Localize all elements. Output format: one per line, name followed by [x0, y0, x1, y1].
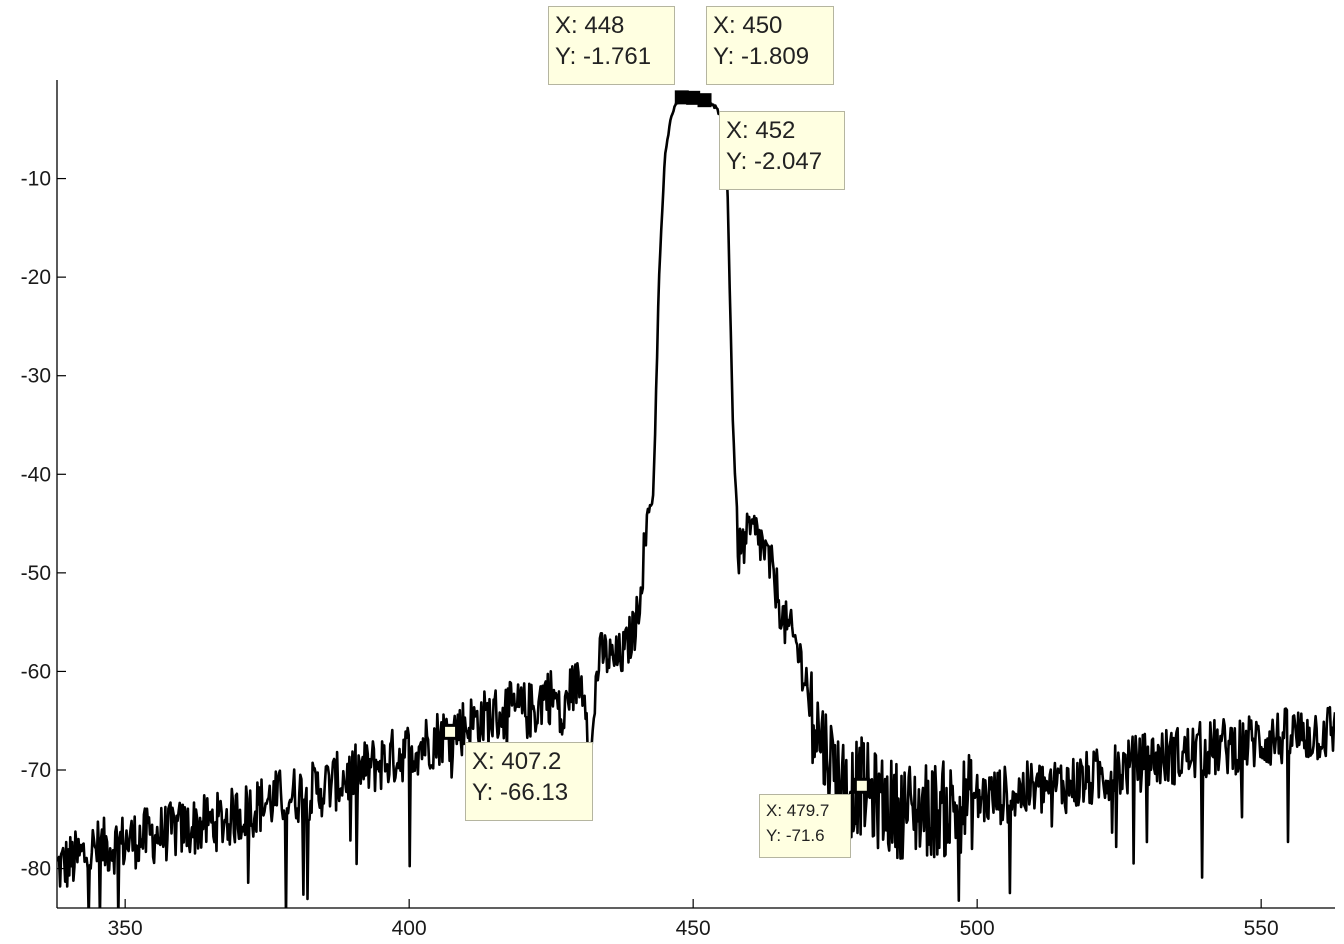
y-tick-label: -40 [21, 463, 51, 486]
datatip-marker [697, 93, 712, 108]
datatip-x-label: X: 479.7 [766, 801, 830, 820]
y-tick-label: -50 [21, 562, 51, 585]
x-tick-label: 350 [108, 917, 143, 940]
datatip-marker-inner [445, 726, 456, 737]
datatip-marker [686, 90, 701, 105]
datatip-marker [674, 90, 689, 105]
y-tick-label: -10 [21, 168, 51, 191]
datatip-x448[interactable]: X: 448 Y: -1.761 [548, 6, 675, 85]
datatip-y-label: Y: -1.809 [713, 43, 810, 70]
datatip-markers [442, 90, 870, 794]
y-tick-label: -80 [21, 858, 51, 881]
datatip-x-label: X: 450 [713, 12, 783, 39]
datatip-x450[interactable]: X: 450 Y: -1.809 [706, 6, 834, 85]
y-tick-label: -20 [21, 266, 51, 289]
datatip-marker-inner [856, 780, 867, 791]
datatip-y-label: Y: -2.047 [726, 148, 823, 175]
y-tick-label: -60 [21, 660, 51, 683]
datatip-x-label: X: 448 [555, 12, 625, 39]
y-tick-label: -70 [21, 759, 51, 782]
datatip-y-label: Y: -71.6 [766, 826, 825, 845]
datatip-y-label: Y: -66.13 [472, 779, 569, 806]
x-axis: 350 400 450 500 550 [57, 899, 1335, 940]
x-tick-label: 550 [1244, 917, 1279, 940]
y-axis: -10 -20 -30 -40 -50 -60 -70 -80 [21, 80, 66, 908]
datatip-x-label: X: 452 [726, 117, 796, 144]
datatip-x452[interactable]: X: 452 Y: -2.047 [719, 111, 845, 190]
datatip-y-label: Y: -1.761 [555, 43, 652, 70]
x-tick-label: 400 [392, 917, 427, 940]
x-tick-label: 500 [960, 917, 995, 940]
plot-area [57, 94, 1335, 908]
spectrum-line [57, 94, 1335, 908]
datatip-x407[interactable]: X: 407.2 Y: -66.13 [465, 742, 593, 821]
datatip-x-label: X: 407.2 [472, 748, 562, 775]
y-tick-label: -30 [21, 365, 51, 388]
x-tick-label: 450 [676, 917, 711, 940]
datatip-x479[interactable]: X: 479.7 Y: -71.6 [759, 794, 851, 858]
